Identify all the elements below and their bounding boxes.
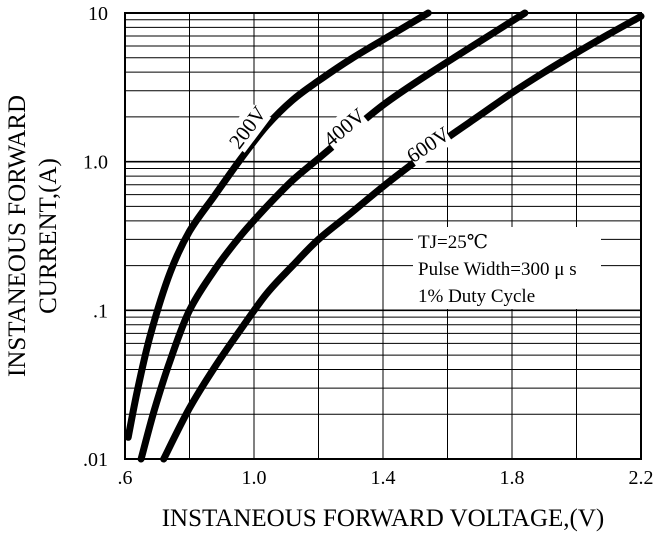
y-tick-label: 10 xyxy=(88,3,108,25)
curve-600v xyxy=(160,12,645,463)
x-tick-label: 2.2 xyxy=(629,467,654,489)
annotation-line-1: TJ=25℃ xyxy=(418,232,488,253)
y-tick-label: .1 xyxy=(93,300,108,322)
curve-400v xyxy=(137,9,529,463)
x-tick-label: 1.8 xyxy=(500,467,525,489)
x-tick-label: 1.0 xyxy=(242,467,267,489)
annotation-line-3: 1% Duty Cycle xyxy=(418,286,535,307)
conditions-annotation: TJ=25℃ Pulse Width=300 μ s 1% Duty Cycle xyxy=(413,227,601,309)
y-axis-title-line-1: INSTANEOUS FORWARD xyxy=(4,95,31,377)
y-tick-label: 1.0 xyxy=(83,152,108,174)
curve-200v xyxy=(124,9,432,441)
plot-frame xyxy=(124,12,642,460)
curves xyxy=(124,9,645,463)
annotation-line-2: Pulse Width=300 μ s xyxy=(418,259,577,280)
x-axis-title: INSTANEOUS FORWARD VOLTAGE,(V) xyxy=(162,505,605,532)
y-tick-labels: .01 .1 1.0 10 xyxy=(83,3,108,471)
y-axis-title-line-2: CURRENT,(A) xyxy=(35,158,62,314)
curve-label-bg xyxy=(402,121,454,168)
x-tick-label: .6 xyxy=(118,467,133,489)
x-tick-label: 1.4 xyxy=(371,467,396,489)
x-tick-labels: .6 1.0 1.4 1.8 2.2 xyxy=(118,467,654,489)
curve-label-bg xyxy=(319,103,370,152)
y-tick-label: .01 xyxy=(83,449,108,471)
curve-label-bg xyxy=(223,102,272,153)
